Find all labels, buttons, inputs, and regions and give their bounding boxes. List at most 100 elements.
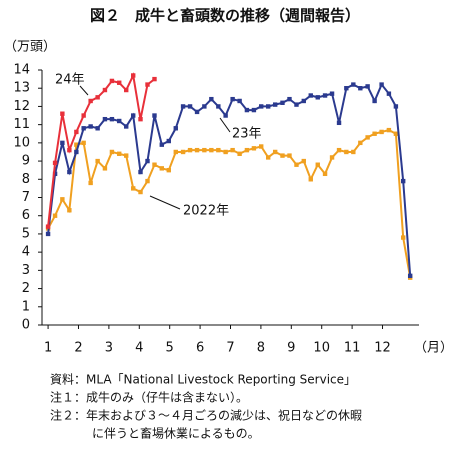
data-point — [400, 178, 406, 184]
data-point — [308, 177, 313, 182]
data-point — [287, 96, 292, 102]
data-point — [407, 273, 413, 279]
data-point — [187, 147, 193, 153]
x-tick-label: 6 — [196, 341, 204, 356]
data-point — [95, 95, 100, 100]
data-point — [315, 162, 320, 167]
data-point — [138, 189, 143, 195]
data-point — [180, 149, 186, 155]
data-point — [166, 138, 171, 144]
data-point — [88, 98, 93, 104]
y-axis-label: （万頭） — [4, 40, 56, 55]
data-point — [351, 149, 356, 155]
data-point — [372, 131, 377, 136]
data-point — [365, 84, 370, 89]
data-point — [358, 140, 363, 146]
data-point — [351, 82, 356, 87]
data-point — [322, 93, 328, 98]
data-point — [117, 80, 122, 85]
data-point — [379, 82, 384, 87]
data-point — [216, 104, 221, 109]
data-point — [216, 147, 221, 153]
data-point — [194, 109, 200, 115]
data-point — [124, 87, 129, 93]
data-point — [124, 124, 129, 129]
series-label: 23年 — [232, 127, 262, 142]
data-point — [102, 166, 108, 171]
data-point — [124, 153, 129, 158]
data-point — [272, 102, 278, 107]
x-tick-label: 8 — [257, 341, 265, 356]
x-tick-label: 9 — [287, 341, 295, 356]
data-point — [301, 98, 306, 104]
data-point — [159, 142, 164, 147]
data-point — [266, 155, 271, 160]
data-point — [145, 178, 150, 184]
data-point — [237, 151, 242, 156]
chart-title: 図２ 成牛と畜頭数の推移（週間報告） — [90, 7, 360, 25]
data-point — [60, 140, 65, 146]
data-point — [88, 124, 93, 129]
data-point — [301, 158, 306, 164]
data-point — [251, 146, 257, 151]
data-point — [74, 149, 79, 155]
data-point — [336, 147, 342, 153]
data-point — [230, 147, 235, 153]
data-point — [223, 149, 228, 155]
y-tick-label: 4 — [22, 245, 30, 260]
data-point — [45, 231, 51, 237]
y-tick-label: 3 — [22, 263, 30, 278]
data-point — [259, 104, 264, 109]
data-point — [67, 208, 72, 213]
data-point — [266, 104, 271, 109]
data-point — [372, 98, 377, 104]
y-tick-label: 1 — [22, 299, 30, 314]
note: 注１：成牛のみ（仔牛は含まない）。 — [50, 390, 248, 405]
series-line — [47, 129, 412, 278]
data-point — [329, 91, 335, 96]
data-point — [187, 104, 193, 109]
x-tick-label: 2 — [74, 341, 82, 356]
data-point — [166, 167, 171, 173]
data-point — [131, 186, 136, 191]
data-point — [379, 129, 384, 135]
data-point — [287, 153, 292, 158]
y-tick-label: 6 — [22, 208, 30, 223]
data-point — [329, 155, 335, 160]
leader-line — [149, 195, 181, 210]
data-point — [173, 149, 178, 155]
x-tick-label: 1 — [44, 341, 52, 356]
data-point — [88, 180, 93, 186]
data-point — [138, 169, 143, 175]
data-point — [152, 113, 157, 118]
data-point — [202, 147, 207, 153]
data-point — [386, 91, 392, 96]
note: 資料：MLA「National Livestock Reporting Serv… — [50, 373, 356, 387]
data-point — [145, 82, 150, 87]
data-point — [95, 158, 100, 164]
y-tick-label: 5 — [22, 226, 30, 241]
data-point — [251, 107, 257, 113]
y-tick-label: 11 — [13, 117, 30, 132]
x-tick-label: 4 — [135, 341, 143, 356]
data-point — [358, 86, 363, 91]
data-point — [60, 111, 65, 116]
y-tick-label: 9 — [22, 154, 30, 169]
data-point — [152, 162, 157, 167]
y-tick-label: 0 — [22, 318, 30, 333]
data-point — [159, 166, 164, 171]
series-label: 24年 — [55, 73, 85, 88]
x-tick-label: 5 — [166, 341, 174, 356]
data-point — [244, 147, 250, 153]
data-point — [95, 126, 100, 131]
data-point — [145, 158, 150, 164]
x-tick-label: 7 — [226, 341, 234, 356]
data-point — [315, 95, 320, 100]
data-point — [138, 116, 143, 122]
data-point — [280, 153, 285, 158]
data-point — [393, 131, 399, 136]
leader-line — [79, 85, 89, 96]
data-point — [280, 100, 285, 105]
